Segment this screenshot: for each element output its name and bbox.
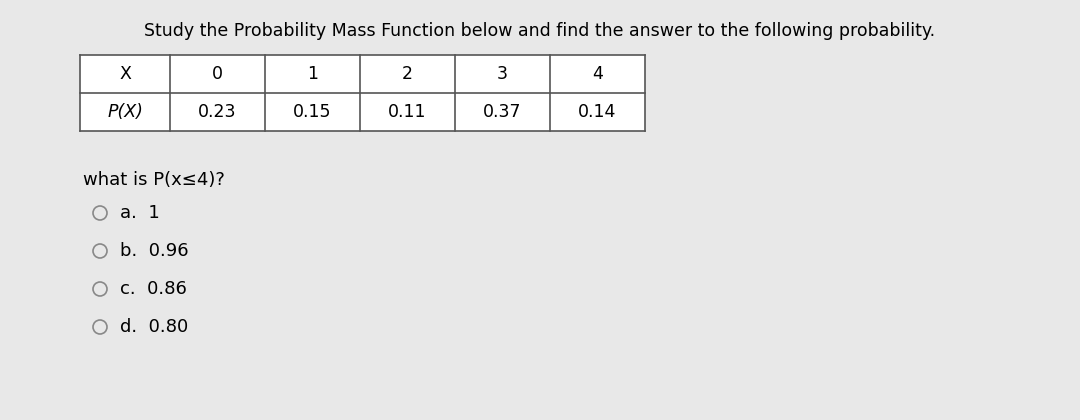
Bar <box>80 55 645 131</box>
Text: a.  1: a. 1 <box>120 204 160 222</box>
Text: 0.11: 0.11 <box>388 103 427 121</box>
Text: d.  0.80: d. 0.80 <box>120 318 188 336</box>
Text: c.  0.86: c. 0.86 <box>120 280 187 298</box>
Text: what is P(x≤4)?: what is P(x≤4)? <box>83 171 225 189</box>
Text: 3: 3 <box>497 65 508 83</box>
Text: 0.15: 0.15 <box>294 103 332 121</box>
Text: 0.14: 0.14 <box>578 103 617 121</box>
Text: P(X): P(X) <box>107 103 143 121</box>
Text: X: X <box>119 65 131 83</box>
Text: 0.37: 0.37 <box>483 103 522 121</box>
Text: Study the Probability Mass Function below and find the answer to the following p: Study the Probability Mass Function belo… <box>145 22 935 40</box>
Text: 0.23: 0.23 <box>199 103 237 121</box>
Text: 1: 1 <box>307 65 318 83</box>
Text: 4: 4 <box>592 65 603 83</box>
Text: 2: 2 <box>402 65 413 83</box>
Text: 0: 0 <box>212 65 222 83</box>
Text: b.  0.96: b. 0.96 <box>120 242 189 260</box>
